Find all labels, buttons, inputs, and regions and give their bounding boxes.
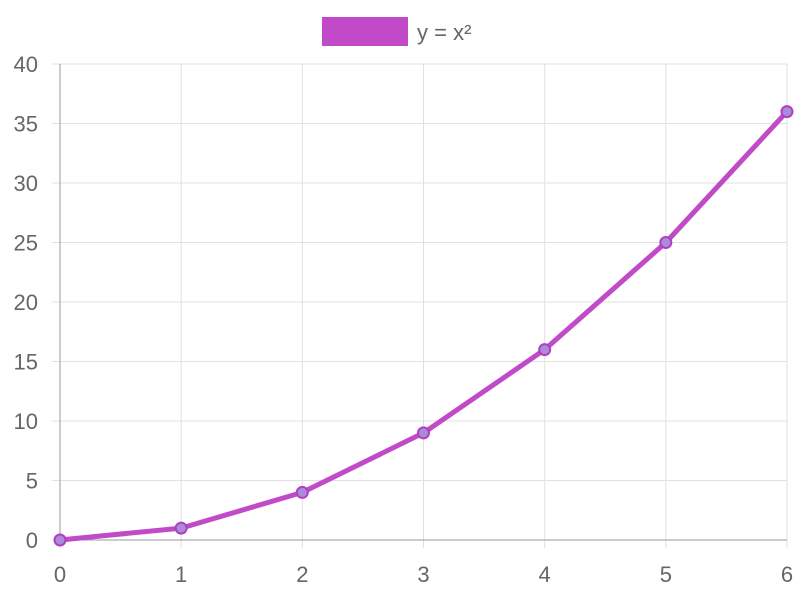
y-axis-ticks: 0 5 10 15 20 25 30 35 40 bbox=[14, 52, 38, 553]
y-tick-label: 5 bbox=[26, 469, 38, 494]
x-tick-label: 2 bbox=[296, 562, 308, 587]
x-tick-label: 0 bbox=[54, 562, 66, 587]
x-tick-label: 6 bbox=[781, 562, 793, 587]
legend-label[interactable]: y = x² bbox=[417, 20, 471, 45]
y-tick-label: 25 bbox=[14, 231, 38, 256]
y-tick-label: 20 bbox=[14, 290, 38, 315]
axes bbox=[59, 64, 787, 541]
data-point[interactable] bbox=[174, 521, 188, 535]
data-point[interactable] bbox=[659, 236, 673, 249]
y-tick-label: 35 bbox=[14, 112, 38, 137]
legend-swatch[interactable] bbox=[322, 17, 408, 46]
legend[interactable]: y = x² bbox=[322, 17, 471, 46]
y-tick-label: 0 bbox=[26, 528, 38, 553]
x-tick-label: 3 bbox=[417, 562, 429, 587]
data-point[interactable] bbox=[53, 533, 67, 547]
data-point[interactable] bbox=[295, 485, 309, 499]
data-point[interactable] bbox=[538, 343, 552, 357]
series bbox=[53, 105, 794, 547]
data-point[interactable] bbox=[417, 426, 430, 440]
x-tick-label: 1 bbox=[175, 562, 187, 587]
x-tick-label: 4 bbox=[539, 562, 551, 587]
y-tick-label: 10 bbox=[14, 409, 38, 434]
x-axis-ticks: 0 1 2 3 4 5 6 bbox=[54, 562, 793, 587]
y-tick-label: 15 bbox=[14, 350, 38, 375]
y-tick-label: 40 bbox=[14, 52, 38, 77]
y-tick-label: 30 bbox=[14, 171, 38, 196]
x-tick-label: 5 bbox=[660, 562, 672, 587]
grid bbox=[52, 63, 788, 548]
data-point[interactable] bbox=[780, 105, 794, 119]
